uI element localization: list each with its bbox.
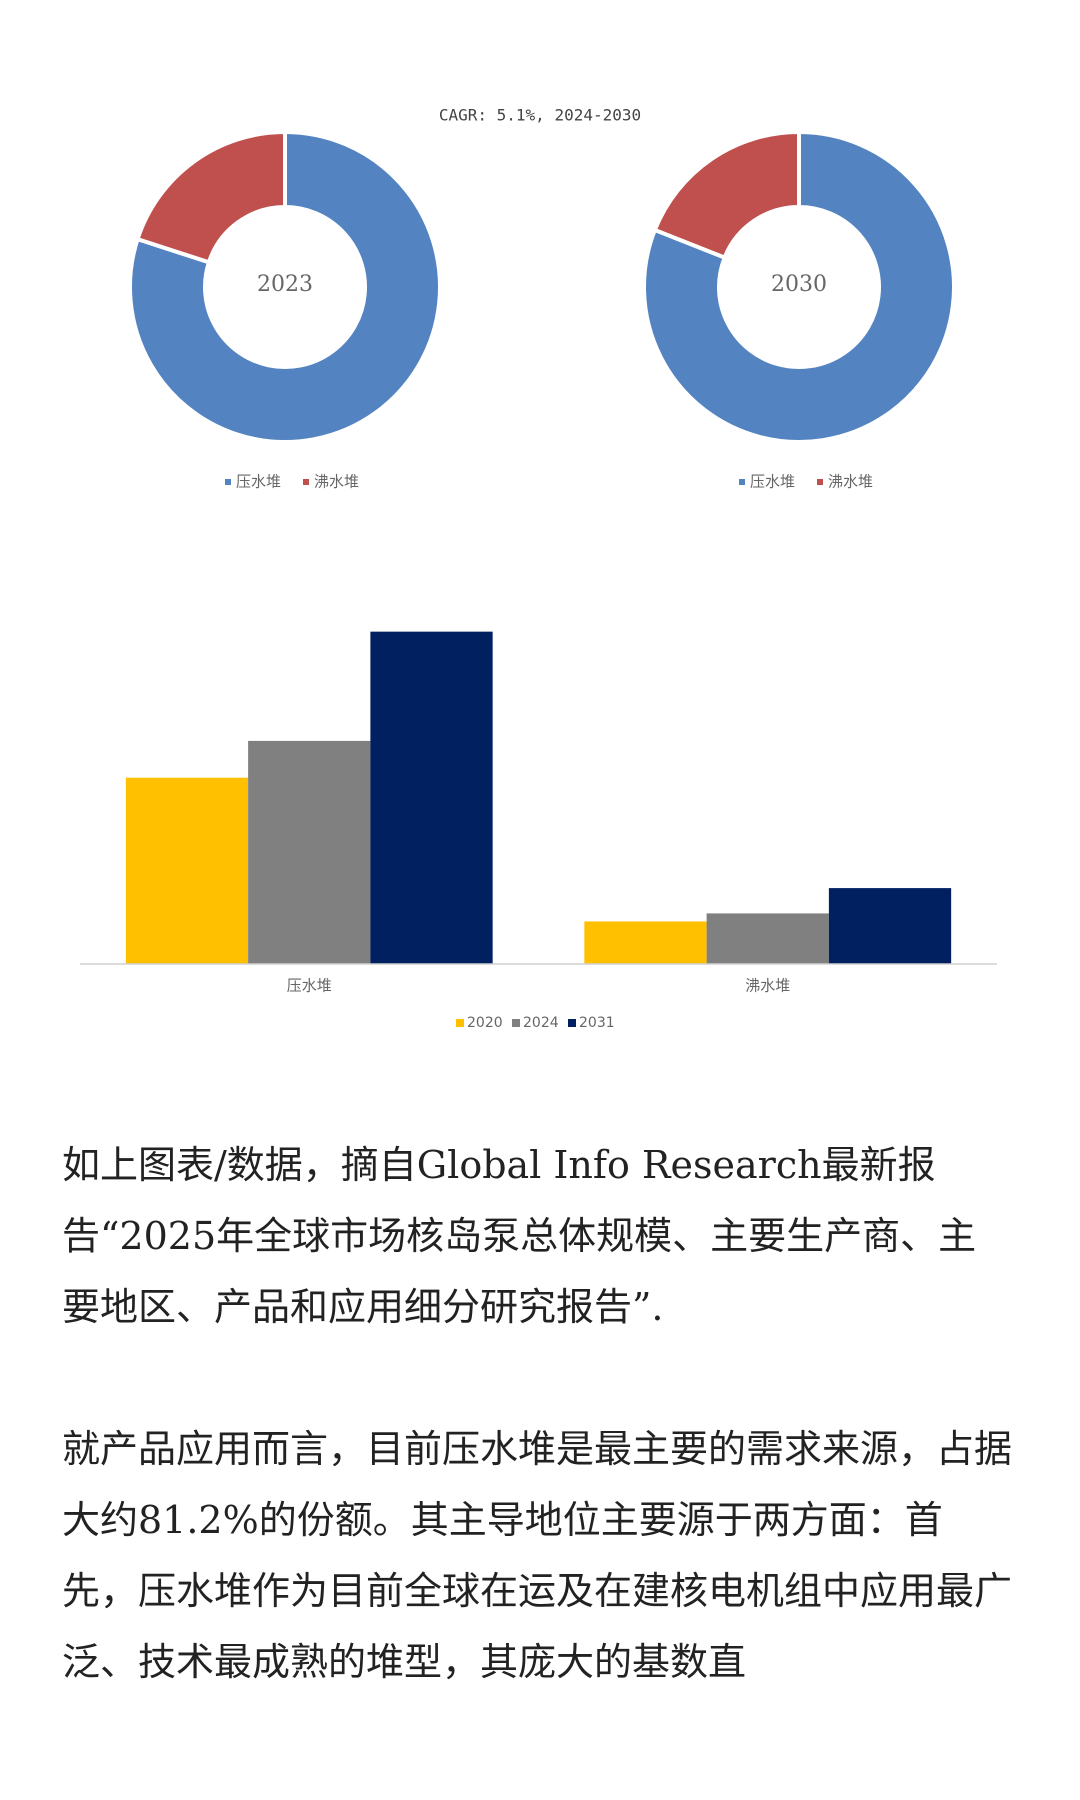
donut-slice xyxy=(128,129,442,444)
legend-label: 2031 xyxy=(579,1015,615,1031)
donut-slice xyxy=(135,129,287,265)
paragraph: 就产品应用而言，目前压水堆是最主要的需求来源，占据大约81.2%的份额。其主导地… xyxy=(62,1427,1013,1684)
x-tick-label: 压水堆 xyxy=(287,977,332,995)
legend-marker xyxy=(225,479,231,485)
center-label: 2030 xyxy=(771,272,827,297)
legend-label: 2020 xyxy=(467,1015,503,1031)
legend-label: 压水堆 xyxy=(236,473,281,491)
article: 如上图表/数据，摘自Global Info Research最新报告“2025年… xyxy=(62,1130,1012,1769)
donut-slice xyxy=(652,129,801,261)
legend-label: 2024 xyxy=(523,1015,559,1031)
bar xyxy=(125,777,249,964)
legend-marker xyxy=(817,479,823,485)
chart-title: CAGR: 5.1%, 2024-2030 xyxy=(439,106,641,125)
center-label: 2023 xyxy=(257,272,313,297)
donut-slice xyxy=(642,129,956,444)
legend-marker xyxy=(456,1019,464,1027)
legend-marker xyxy=(303,479,309,485)
legend-label: 沸水堆 xyxy=(828,473,873,491)
bar xyxy=(584,921,707,964)
legend-marker xyxy=(568,1019,576,1027)
bar xyxy=(706,913,829,964)
legend-label: 压水堆 xyxy=(750,473,795,491)
bar xyxy=(248,740,371,964)
legend-marker xyxy=(512,1019,520,1027)
bar xyxy=(828,888,952,964)
bar xyxy=(370,631,493,964)
legend-label: 沸水堆 xyxy=(314,473,359,491)
paragraph: 如上图表/数据，摘自Global Info Research最新报告“2025年… xyxy=(62,1143,977,1329)
legend-marker xyxy=(739,479,745,485)
charts: CAGR: 5.1%, 2024-2030 2023压水堆 沸水堆2030压水堆沸… xyxy=(80,106,997,1031)
x-tick-label: 沸水堆 xyxy=(745,977,790,995)
